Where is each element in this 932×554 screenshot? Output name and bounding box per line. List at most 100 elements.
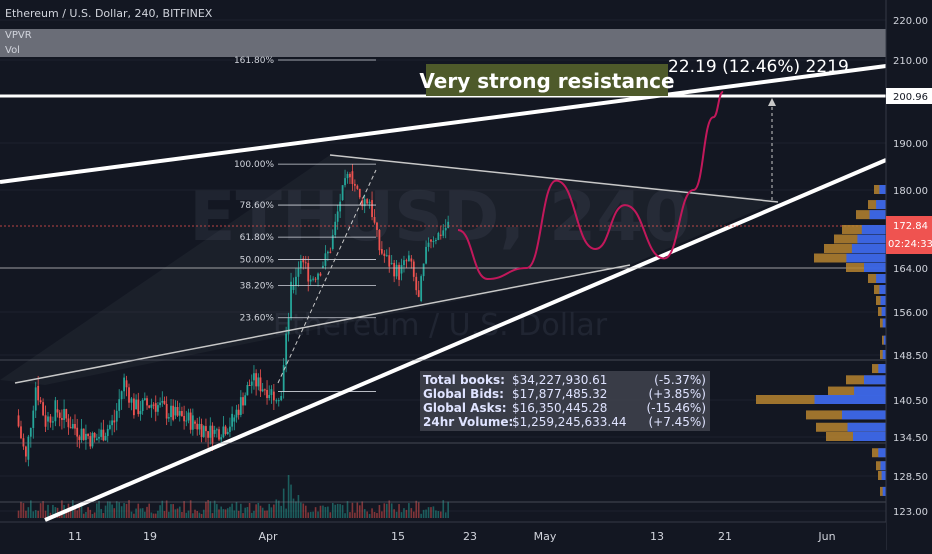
volume-bar — [297, 495, 300, 518]
volume-bar — [222, 509, 225, 518]
vpvr-bar-up — [847, 422, 886, 432]
candle-body — [44, 415, 47, 427]
candle-body — [80, 428, 83, 441]
candle-body — [322, 265, 324, 268]
volume-bar — [435, 510, 437, 518]
volume-bar — [273, 504, 275, 518]
x-axis-tick-label: 11 — [68, 530, 82, 543]
indicator-vpvr[interactable]: VPVR — [5, 30, 32, 41]
candle-body — [380, 248, 383, 254]
vpvr-profile — [756, 185, 886, 496]
candle-body — [226, 431, 229, 434]
candle-body — [427, 242, 430, 247]
volume-bar — [295, 501, 297, 518]
y-axis-tick-label: 123.00 — [893, 507, 928, 518]
candle-body — [191, 415, 194, 430]
volume-bar — [76, 510, 78, 518]
volume-bar — [213, 500, 216, 518]
candle-body — [49, 416, 52, 423]
candle-body — [302, 258, 305, 263]
candle-body — [285, 333, 288, 366]
volume-bar — [87, 507, 89, 518]
candle-body — [378, 229, 381, 251]
volume-bar — [187, 510, 190, 518]
volume-bar — [152, 513, 155, 518]
candle-body — [104, 435, 107, 441]
volume-bar — [356, 502, 359, 518]
candle-body — [194, 421, 196, 424]
volume-bar — [420, 513, 422, 518]
volume-bar — [220, 506, 223, 518]
candle-body — [98, 436, 100, 439]
candle-body — [297, 268, 300, 277]
volume-bar — [163, 511, 166, 518]
candle-body — [317, 273, 319, 280]
candle-body — [37, 385, 40, 401]
vpvr-bar-up — [876, 200, 886, 210]
upper-trendline[interactable] — [0, 64, 887, 184]
candle-body — [312, 278, 315, 280]
volume-bar — [307, 512, 310, 518]
candle-body — [183, 415, 186, 422]
volume-bar — [141, 508, 144, 518]
volume-bar — [432, 506, 435, 518]
volume-bar — [361, 501, 364, 518]
pennant-top-line[interactable] — [329, 154, 779, 203]
resistance-label-bg — [426, 64, 668, 96]
lower-trendline[interactable] — [44, 158, 887, 522]
stats-change: (-15.46%) — [647, 401, 706, 415]
vpvr-bar-up — [882, 318, 886, 328]
volume-bar — [115, 501, 118, 518]
candle-body — [200, 423, 203, 437]
volume-bar — [363, 509, 366, 518]
candle-body — [336, 211, 339, 222]
vpvr-bar-up — [861, 224, 886, 234]
volume-bar — [246, 507, 249, 518]
volume-bar — [178, 506, 181, 518]
vpvr-bar-up — [864, 263, 886, 272]
candle-body — [358, 188, 361, 198]
volume-bar — [442, 500, 445, 518]
candle-body — [244, 395, 247, 406]
volume-bar — [44, 510, 47, 518]
volume-bar — [339, 504, 341, 518]
candle-body — [361, 200, 364, 207]
candle-body — [334, 221, 337, 236]
watermark-name: Ethereum / U.S. Dollar — [273, 308, 608, 343]
candle-body — [89, 436, 92, 447]
candle-body — [420, 276, 423, 301]
vpvr-bar-up — [882, 350, 886, 359]
volume-bar — [161, 500, 164, 518]
volume-bar — [405, 509, 408, 518]
volume-bars — [17, 475, 449, 518]
candle-body — [248, 385, 251, 387]
vpvr-bar-up — [879, 185, 886, 194]
volume-bar — [144, 511, 146, 518]
vpvr-bar-up — [854, 386, 886, 396]
volume-bar — [130, 511, 133, 518]
volume-bar — [425, 509, 427, 518]
volume-bar — [331, 502, 334, 518]
volume-bar — [22, 503, 25, 518]
volume-bar — [259, 505, 262, 518]
volume-bar — [37, 510, 39, 518]
volume-bar — [277, 500, 280, 518]
candle-body — [172, 405, 175, 420]
volume-bar — [285, 508, 287, 518]
pennant-bottom-line[interactable] — [14, 264, 631, 384]
candle-body — [39, 400, 42, 403]
volume-bar — [373, 511, 376, 518]
candle-body — [407, 255, 410, 262]
candle-body — [106, 428, 109, 436]
indicator-vol[interactable]: Vol — [5, 45, 20, 56]
candle-body — [344, 178, 346, 186]
fib-retracement: 161.80% 100.00% 78.60% 61.80% 50.00% 38.20% 23… — [234, 56, 376, 392]
volume-bar — [104, 505, 107, 518]
volume-bar — [383, 503, 386, 518]
candle-body — [58, 412, 61, 419]
candle-body — [366, 199, 369, 204]
fib-level-label: 161.80% — [234, 56, 274, 66]
candle-body — [304, 262, 307, 264]
candle-body — [27, 436, 30, 460]
